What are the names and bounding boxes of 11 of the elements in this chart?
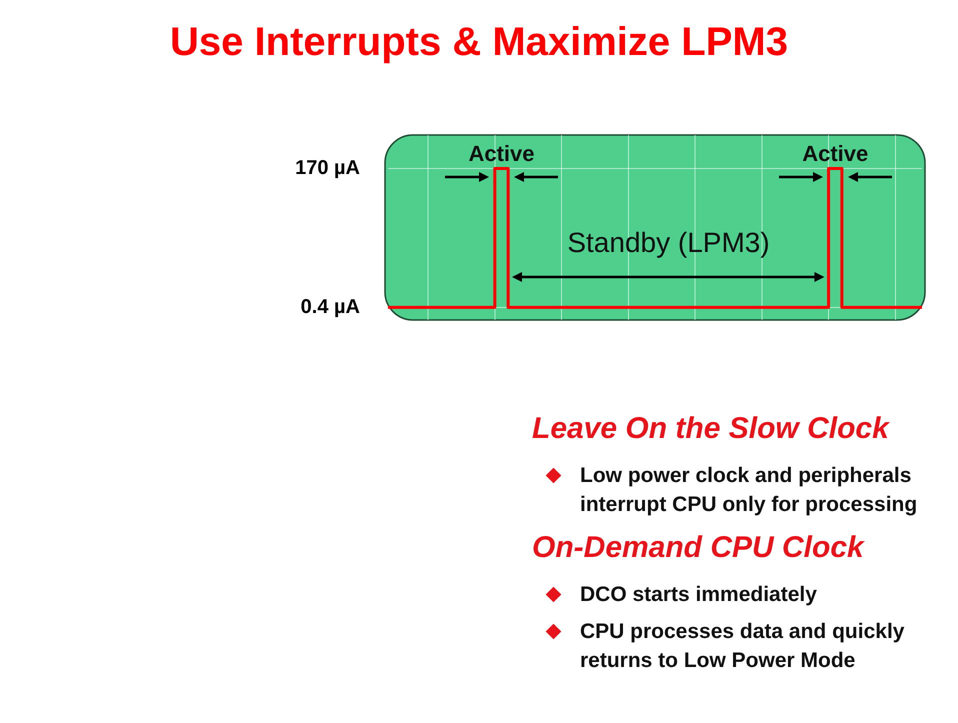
y-tick-label: 170 µA: [295, 157, 360, 180]
text: CPU processes data and quickly returns to Low Power Mode: [580, 619, 906, 674]
annotation: Active: [802, 141, 868, 167]
text: DCO starts immediately: [580, 582, 818, 608]
annotation: Standby (LPM3): [567, 227, 770, 260]
y-tick-label: 0.4 µA: [300, 296, 360, 318]
annotation: Active: [468, 141, 535, 167]
chart-title: Use Interrupts & Maximize LPM3: [169, 20, 789, 65]
text: Leave On the Slow Clock: [532, 412, 889, 446]
text: Low power clock and peripherals interrupt CPU only for processing: [580, 463, 918, 518]
text: On-Demand CPU Clock: [532, 531, 864, 565]
